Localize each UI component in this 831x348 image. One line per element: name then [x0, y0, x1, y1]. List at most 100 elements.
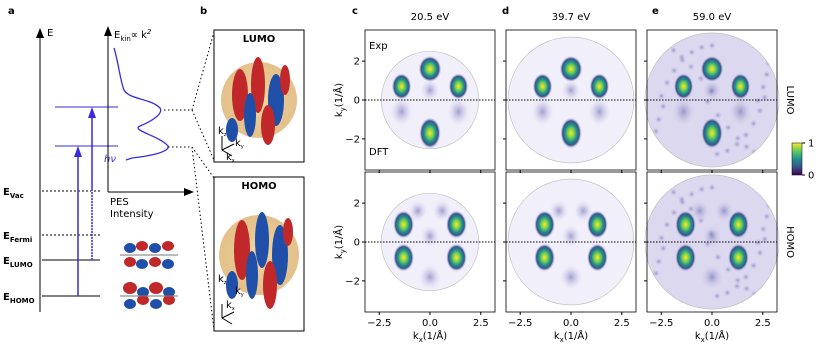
noise	[662, 42, 671, 51]
x-axis-label-part: k	[554, 331, 560, 342]
map-blob	[446, 210, 467, 239]
noise	[651, 279, 660, 288]
map-blob	[433, 200, 452, 222]
level-label-part: LUMO	[10, 261, 33, 269]
noise	[762, 70, 771, 79]
photon-label: hν	[104, 154, 116, 165]
noise	[678, 56, 687, 65]
orbital-name: LUMO	[243, 34, 276, 45]
noise	[764, 50, 773, 59]
x-tick-label: 0.0	[704, 318, 720, 329]
noise	[762, 212, 771, 221]
panel-label: d	[502, 6, 509, 17]
noise	[651, 269, 660, 278]
x-tick-label: −2.5	[508, 318, 532, 329]
noise	[733, 276, 742, 285]
y-axis-label-part: k	[334, 253, 345, 259]
y-tick-label: −2	[345, 276, 360, 287]
map-blob	[390, 97, 413, 126]
noise	[758, 41, 767, 50]
noise	[659, 244, 668, 253]
orbital-axis-label-part: z	[224, 132, 227, 138]
map-blob	[419, 117, 441, 149]
level-label: EHOMO	[3, 292, 35, 305]
noise	[733, 134, 742, 143]
noise	[762, 44, 771, 53]
noise	[760, 93, 769, 102]
map-blob	[534, 210, 555, 239]
noise	[741, 272, 750, 281]
map-blob	[675, 210, 696, 239]
spectrum-curve	[113, 47, 169, 161]
map-image	[381, 193, 479, 291]
noise	[758, 183, 767, 192]
x-tick-label: 0.0	[422, 318, 438, 329]
noise	[753, 238, 762, 247]
noise	[655, 291, 664, 300]
level-label: EFermi	[3, 231, 32, 244]
noise	[755, 248, 764, 257]
arrowhead	[184, 188, 194, 196]
noise	[652, 286, 661, 295]
orbital-axis-label-part: k	[226, 300, 232, 311]
x-axis-label: kx(1/Å)	[695, 329, 729, 344]
arrowhead	[74, 146, 82, 157]
orbital-axis-label: ky	[235, 138, 244, 150]
noise	[670, 208, 679, 217]
x-axis-label: kx(1/Å)	[413, 329, 447, 344]
map-blob	[702, 225, 722, 247]
y-axis-label-part: y	[339, 249, 347, 253]
x-axis-label-part: x	[419, 336, 423, 344]
noise	[687, 190, 696, 199]
x-tick-label: 2.5	[614, 318, 630, 329]
map-blob	[675, 243, 696, 272]
y-axis-label: ky(1/Å)	[332, 225, 347, 259]
map-image	[508, 179, 634, 305]
noise	[724, 123, 733, 132]
noise	[662, 184, 671, 193]
energy-axis-label: E	[47, 28, 53, 39]
orbital-drawings	[213, 29, 305, 332]
noise	[713, 150, 722, 159]
orbital-lobes	[226, 57, 293, 309]
map-blob	[673, 73, 694, 100]
level-label: EVac	[3, 187, 24, 200]
orbital-axis-label: ky	[235, 286, 244, 298]
spectrum-y-label-part: ∝ k	[131, 30, 147, 41]
y-tick-label: 0	[354, 96, 360, 107]
map-blob	[728, 243, 749, 272]
spectrum-y-label-part: kin	[120, 35, 130, 43]
y-tick-label: 0	[354, 238, 360, 249]
x-axis-label-part: (1/Å)	[705, 329, 729, 342]
noise	[663, 78, 672, 87]
spectrum-x-label: PES	[110, 197, 129, 208]
colorbar-tick-label: 0	[808, 171, 814, 182]
arrowhead	[88, 107, 96, 118]
level-label-part: E	[3, 256, 10, 267]
noise	[759, 225, 768, 234]
map-blob	[559, 55, 583, 82]
noise	[755, 106, 764, 115]
momentum-map	[362, 171, 496, 315]
x-tick-label: 2.5	[755, 318, 771, 329]
y-tick-label: 2	[354, 57, 360, 68]
orbital-name: HOMO	[241, 181, 276, 192]
noise	[652, 144, 661, 153]
noise	[756, 292, 765, 301]
noise	[663, 220, 672, 229]
noise	[753, 96, 762, 105]
noise	[742, 284, 751, 293]
y-axis-label: ky(1/Å)	[332, 83, 347, 117]
level-label-part: Fermi	[10, 236, 32, 244]
y-axis-label-part: (1/Å)	[332, 83, 345, 107]
map-blob	[420, 225, 440, 247]
orbital-axis-label-part: k	[226, 152, 232, 163]
momentum-map	[362, 29, 496, 173]
momentum-map	[644, 171, 780, 315]
x-axis-label-part: (1/Å)	[423, 329, 447, 342]
orbital-axis-label-part: y	[241, 292, 244, 298]
noise	[678, 198, 687, 207]
noise	[686, 62, 695, 71]
noise	[723, 288, 732, 297]
